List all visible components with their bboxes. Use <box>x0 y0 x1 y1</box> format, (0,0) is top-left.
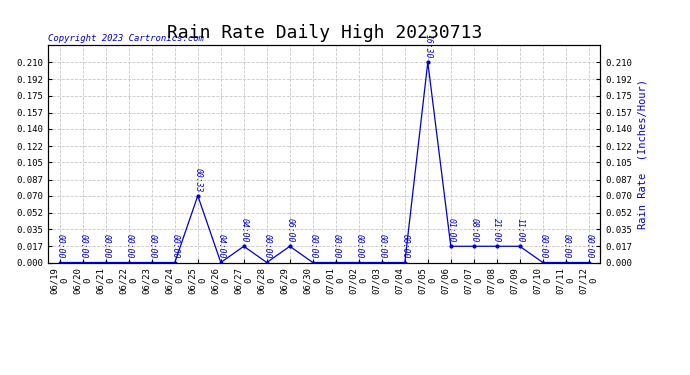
Text: 00:00: 00:00 <box>377 234 386 259</box>
Text: 21:00: 21:00 <box>492 218 502 243</box>
Text: 00:00: 00:00 <box>124 234 133 259</box>
Text: 00:00: 00:00 <box>584 234 593 259</box>
Text: 00:00: 00:00 <box>147 234 157 259</box>
Text: 16:30: 16:30 <box>423 34 433 58</box>
Text: 00:00: 00:00 <box>331 234 340 259</box>
Text: 01:00: 01:00 <box>446 218 455 243</box>
Text: 04:00: 04:00 <box>216 234 226 259</box>
Text: 00:00: 00:00 <box>561 234 571 259</box>
Text: Copyright 2023 Cartronics.com: Copyright 2023 Cartronics.com <box>48 34 204 43</box>
Text: 08:00: 08:00 <box>469 218 478 243</box>
Text: 11:00: 11:00 <box>515 218 524 243</box>
Text: 00:00: 00:00 <box>78 234 88 259</box>
Text: 00:00: 00:00 <box>55 234 64 259</box>
Title: Rain Rate Daily High 20230713: Rain Rate Daily High 20230713 <box>166 24 482 42</box>
Text: 04:00: 04:00 <box>239 218 248 243</box>
Text: 00:00: 00:00 <box>354 234 364 259</box>
Text: 00:00: 00:00 <box>170 234 179 259</box>
Text: 06:00: 06:00 <box>285 218 295 243</box>
Text: 00:00: 00:00 <box>400 234 409 259</box>
Text: 00:00: 00:00 <box>538 234 547 259</box>
Text: 00:33: 00:33 <box>193 168 202 192</box>
Text: 00:00: 00:00 <box>308 234 317 259</box>
Text: 00:00: 00:00 <box>262 234 271 259</box>
Text: 00:00: 00:00 <box>101 234 110 259</box>
Y-axis label: Rain Rate  (Inches/Hour): Rain Rate (Inches/Hour) <box>638 79 648 229</box>
